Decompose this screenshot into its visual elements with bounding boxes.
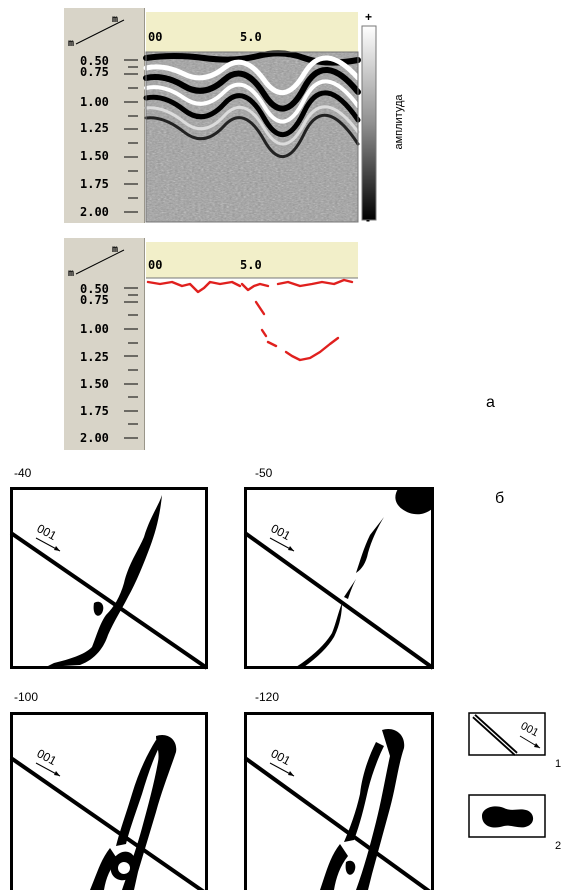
anomaly-shape: [395, 489, 432, 515]
y-unit-label: m: [68, 268, 75, 279]
depth-map: 001: [9, 487, 209, 670]
distance-bar: [146, 242, 358, 278]
ruler-ticks: [124, 287, 138, 439]
anomaly-shape: [344, 579, 356, 599]
y-tick-label: 0.75: [80, 293, 109, 307]
anomaly-shape: [344, 742, 384, 842]
anomaly-shape: [90, 848, 118, 890]
x-tick-label: 00: [148, 258, 163, 272]
anomaly-gap: [118, 862, 130, 874]
x-tick-label: 00: [148, 30, 163, 44]
anomaly-shape: [356, 728, 405, 890]
legend-number: 2: [555, 840, 562, 852]
depth-ruler: m m 0.50 0.75 1.00 1.25 1.50 1.75 2.00: [64, 8, 145, 223]
anomaly-shape: [345, 860, 356, 875]
anomaly-shape: [356, 517, 384, 573]
y-tick-label: 0.50: [80, 54, 109, 68]
depth-label: -120: [255, 690, 280, 704]
radargram-image: [143, 25, 377, 223]
panel-letter-b: б: [495, 490, 505, 507]
depth-map: 001: [243, 487, 435, 670]
anomaly-shape: [296, 603, 342, 667]
anomaly-shape: [93, 601, 104, 616]
x-tick-label: 5.0: [240, 258, 262, 272]
arrow-head: [288, 771, 294, 776]
legend-item-profile: 001: [468, 712, 546, 756]
ruler-header: [75, 249, 125, 275]
distance-bar: [146, 12, 358, 52]
depth-ruler: m m 0.50 0.75 1.00 1.25 1.50 1.75 2.00: [64, 238, 145, 450]
x-unit-label: m: [112, 14, 119, 25]
colorbar-minus: -: [366, 213, 370, 227]
depth-label: -100: [14, 690, 39, 704]
anomaly-shape: [116, 740, 162, 846]
anomaly-shape: [46, 495, 162, 667]
profile-line: [9, 756, 205, 890]
radargram-top: m m 0.50 0.75 1.00 1.25 1.50 1.75 2.00: [64, 8, 405, 227]
y-tick-label: 1.00: [80, 322, 109, 336]
colorbar-plus: +: [365, 10, 373, 24]
y-tick-label: 1.50: [80, 149, 109, 163]
arrow-head: [54, 771, 60, 776]
profile-line: [9, 531, 209, 670]
depth-label: -50: [255, 466, 273, 480]
depth-map: 001: [9, 712, 208, 890]
y-tick-label: 0.50: [80, 282, 109, 296]
y-tick-label: 1.50: [80, 377, 109, 391]
x-unit-label: m: [112, 244, 119, 255]
ruler-header: [75, 19, 125, 45]
anomaly-shape: [122, 734, 177, 890]
picked-reflection-trace: [146, 277, 358, 362]
colorbar-label: амплитуда: [393, 94, 405, 150]
y-tick-label: 1.00: [80, 95, 109, 109]
depth-label: -40: [14, 466, 32, 480]
y-tick-label: 1.75: [80, 177, 109, 191]
arrow-head: [288, 546, 294, 551]
y-tick-label: 1.25: [80, 350, 109, 364]
legend-number: 1: [555, 758, 562, 770]
panel-letter-a: а: [486, 394, 495, 411]
anomaly-shape: [320, 844, 348, 890]
x-tick-label: 5.0: [240, 30, 262, 44]
y-tick-label: 2.00: [80, 431, 109, 445]
y-tick-label: 0.75: [80, 65, 109, 79]
y-tick-label: 1.75: [80, 404, 109, 418]
red-trace: [146, 278, 354, 362]
y-tick-label: 1.25: [80, 121, 109, 135]
ruler-ticks: [124, 59, 138, 213]
legend-item-anomaly: [468, 794, 546, 838]
radargram-bottom: m m 0.50 0.75 1.00 1.25 1.50 1.75 2.00: [64, 238, 364, 450]
y-unit-label: m: [68, 38, 75, 49]
profile-line: [243, 531, 435, 670]
arrow-head: [54, 546, 60, 551]
y-tick-label: 2.00: [80, 205, 109, 219]
profile-line: [243, 756, 431, 890]
depth-map: 001: [243, 712, 434, 890]
